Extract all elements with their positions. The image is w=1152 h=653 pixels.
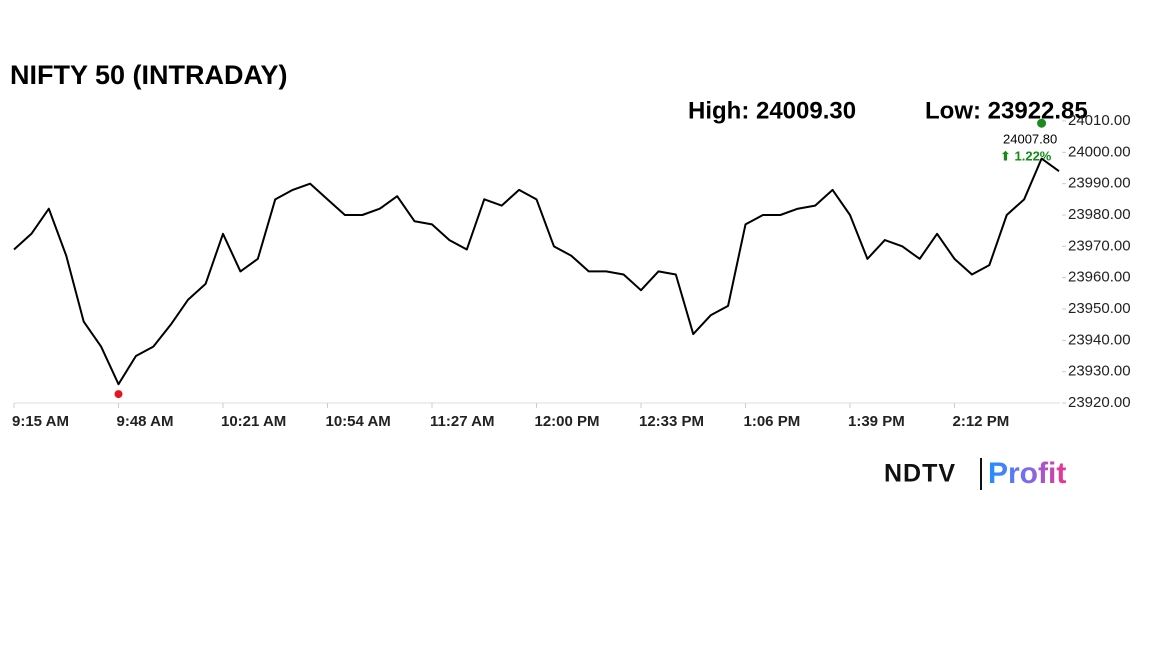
x-tick-label: 9:48 AM [117,413,174,430]
y-tick-label: 23970.00 [1068,237,1131,254]
brand-left: NDTV [884,460,956,488]
high-label: High: 24009.30 [688,97,856,124]
y-tick-label: 23980.00 [1068,206,1131,223]
y-tick-label: 24000.00 [1068,143,1131,160]
x-tick-label: 9:15 AM [12,413,69,430]
y-tick-label: 23960.00 [1068,269,1131,286]
x-tick-label: 2:12 PM [953,413,1010,430]
chart-title: NIFTY 50 (INTRADAY) [10,60,288,90]
x-tick-label: 12:00 PM [535,413,600,430]
last-value-label: 24007.80 [1003,131,1057,146]
y-tick-label: 23940.00 [1068,331,1131,348]
x-tick-label: 11:27 AM [430,413,494,430]
high-marker [1037,118,1047,128]
y-tick-label: 23950.00 [1068,300,1131,317]
y-tick-label: 23920.00 [1068,394,1131,411]
x-tick-label: 10:54 AM [326,413,391,430]
x-tick-label: 1:39 PM [848,413,905,430]
y-tick-label: 23930.00 [1068,363,1131,380]
x-tick-label: 12:33 PM [639,413,704,430]
y-tick-label: 23990.00 [1068,175,1131,192]
low-marker [114,390,123,399]
x-tick-label: 10:21 AM [221,413,286,430]
y-tick-label: 24010.00 [1068,112,1131,129]
change-label: ⬆ 1.22% [1000,148,1052,163]
brand-right: Profit [988,457,1066,490]
low-label: Low: 23922.85 [925,97,1088,124]
x-tick-label: 1:06 PM [744,413,801,430]
price-line [13,157,1060,386]
